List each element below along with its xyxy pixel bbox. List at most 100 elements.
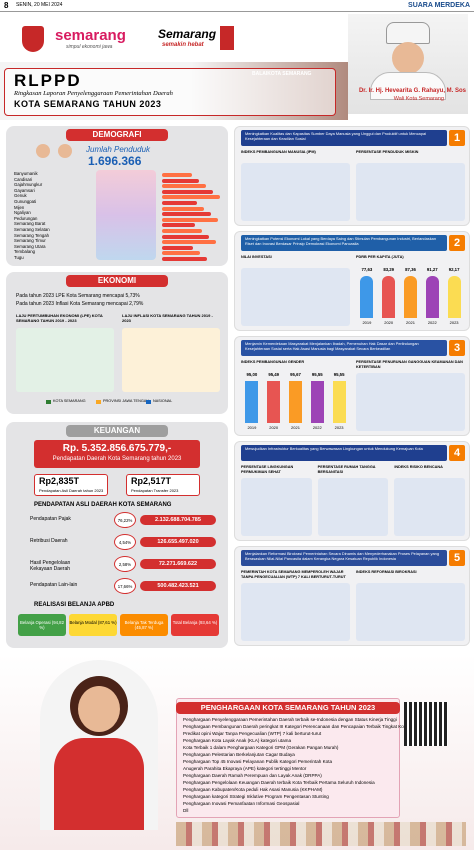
legend-swatch <box>146 400 151 404</box>
year-label: 2023 <box>449 320 459 325</box>
bar-shape <box>245 381 259 423</box>
official-name: Dr. Ir. Hj. Hevearita G. Rahayu, M. Sos <box>358 88 466 94</box>
year-label: 2023 <box>334 425 344 430</box>
chart-area <box>241 478 312 536</box>
chart-title: INDEKS PEMBANGUNAN MANUSIA (IPM) <box>241 150 316 154</box>
apbd-title: REALISASI BELANJA APBD <box>34 602 115 608</box>
year-label: 2021 <box>406 320 415 325</box>
year-label: 2022 <box>427 320 437 325</box>
value-label: 95,55 <box>333 372 345 377</box>
legend-label: PROVINSI JAWA TENGAH <box>103 399 150 403</box>
chart-area <box>241 583 350 641</box>
bar-shape <box>310 381 324 423</box>
population-label: Jumlah Penduduk <box>86 145 151 154</box>
value-label: 95,67 <box>290 372 301 377</box>
chart-title: NILAI INVESTASI <box>241 255 272 259</box>
district-name: Tugu <box>14 255 24 260</box>
page-number: 8 <box>4 1 9 10</box>
misi-panel: Menjalankan Reformasi Birokrasi Pemerint… <box>234 546 470 646</box>
district-name: Semarang Utara <box>14 243 46 249</box>
award-item: Penghargaan Daerah Ramah Perempuan dan L… <box>183 773 322 778</box>
award-item: Penghargaan Penyelenggaraan Pemerintahan… <box>183 717 397 722</box>
misi-number: 1 <box>449 130 465 146</box>
slogan-sub: semakin hebat <box>162 42 204 48</box>
award-item: Penghargaan Pengelolaan Keuangan Daerah … <box>183 780 375 785</box>
pad-amount: 126.655.497.020 <box>140 537 216 547</box>
district-bar <box>162 212 211 217</box>
pad-amount: 500.482.423.521 <box>140 581 216 591</box>
face <box>78 686 120 732</box>
note: Pada tahun 2023 LPE Kota Semarang mencap… <box>16 293 140 299</box>
slogan: Semarang <box>158 27 217 41</box>
qr-code <box>404 702 448 746</box>
ekonomi-panel: EKONOMI Pada tahun 2023 LPE Kota Semaran… <box>6 272 228 414</box>
district-bar <box>162 206 204 211</box>
pad-share: 4,54% <box>114 534 136 550</box>
pad-name: Hasil Pengelolaan Kekayaan Daerah <box>30 560 71 572</box>
bar-shape <box>447 276 461 318</box>
title-block: RLPPD Ringkasan Laporan Penyelenggaraan … <box>0 62 348 120</box>
chart-title: PEMERINTAH KOTA SEMARANG MEMPEROLEH WAJA… <box>241 570 346 579</box>
stat-value: Rp2,517T <box>131 476 172 486</box>
revenue-caption: Pendapatan Daerah Kota Semarang tahun 20… <box>52 456 182 462</box>
apbd-box: Total Belanja (93,64 %) <box>171 614 219 636</box>
district-name: Candisari <box>14 176 33 182</box>
demografi-panel: DEMOGRAFI Jumlah Penduduk 1.696.366 Bany… <box>6 126 228 266</box>
bar-shape <box>267 381 281 423</box>
keuangan-panel: KEUANGAN Rp. 5.352.856.675.779,- Pendapa… <box>6 422 228 648</box>
pad-amount: 2.132.688.704.785 <box>140 515 216 525</box>
district-bar <box>162 217 218 222</box>
value-label: 87,36 <box>405 267 416 272</box>
misi-panel: Menjamin Kemerdekaan Masyarakat Menjalan… <box>234 336 470 436</box>
misi-panel: Mewujudkan Infrastruktur Berkualitas yan… <box>234 441 470 541</box>
awards-section: Penghargaan Penyelenggaraan Pemerintahan… <box>0 654 474 850</box>
chart-title: PERSENTASE PENURUNAN GANGGUAN KEAMANAN D… <box>356 360 463 369</box>
award-item: Penghargaan Pembangunan Daerah peringkat… <box>183 724 408 729</box>
year-label: 2020 <box>384 320 394 325</box>
apbd-box: Belanja Tak Terduga (45,87 %) <box>120 614 168 636</box>
award-item: Penghargaan Top 45 Inovasi Pelayanan Pub… <box>183 759 333 764</box>
district-name: Gajahmungkur <box>14 182 43 188</box>
award-item: Kota Terbaik 1 dalam Penghargaan Kategor… <box>183 745 339 750</box>
misi-number: 4 <box>449 445 465 461</box>
chart-area <box>356 583 465 641</box>
pad-share: 2,58% <box>114 556 136 572</box>
legend-label: NASIONAL <box>153 399 173 403</box>
emblem <box>22 26 44 52</box>
chart-title: PERSENTASE LINGKUNGAN PERMUKIMAN SEHAT <box>241 465 294 474</box>
misi-header: Mewujudkan Infrastruktur Berkualitas yan… <box>241 445 447 461</box>
bar-shape <box>288 381 303 423</box>
chart-area <box>317 478 389 536</box>
district-bar <box>162 173 192 177</box>
bar-shape <box>332 381 346 423</box>
pad-amount: 72.271.669.622 <box>140 559 216 569</box>
map <box>96 170 156 260</box>
chart-area <box>356 163 465 221</box>
misi-panel: Meningkatkan Potensi Ekonomi Lokal yang … <box>234 231 470 331</box>
award-item: Anugerah Parahita Ekapraya (APE) kategor… <box>183 766 307 771</box>
title: RLPPD <box>14 71 82 90</box>
misi-number: 5 <box>449 550 465 566</box>
icon-person <box>58 144 72 158</box>
title-year: KOTA SEMARANG TAHUN 2023 <box>14 99 162 109</box>
chart-area <box>122 328 220 392</box>
top-strip: 8 SENIN, 20 MEI 2024 SUARA MERDEKA <box>0 0 474 12</box>
district-bar <box>162 257 207 261</box>
chart-area <box>241 268 350 326</box>
date: SENIN, 20 MEI 2024 <box>16 2 63 8</box>
chart-title: LAJU PERTUMBUHAN EKONOMI (LPE) KOTA SEMA… <box>16 313 103 323</box>
district-name: Semarang Barat <box>14 221 46 227</box>
chart-title: INDEKS REFORMASI BIROKRASI <box>356 570 417 574</box>
revenue-box: Rp. 5.352.856.675.779,- Pendapatan Daera… <box>34 440 200 468</box>
stat-caption: Pendapatan Asli Daerah tahun 2023 <box>39 488 104 493</box>
district-bar <box>162 189 213 194</box>
chart-title: INDEKS PEMBANGUNAN GENDER <box>241 360 305 364</box>
value-label: 83,29 <box>383 267 395 272</box>
award-item: Penghargaan Kabupaten/Kota peduli Hak As… <box>183 787 323 792</box>
logo-tagline: simpul ekonomi jawa <box>66 44 113 50</box>
award-item: Dll <box>183 808 189 813</box>
legend-swatch <box>46 400 51 404</box>
district-bar <box>162 184 206 189</box>
apbd-box: Belanja Modal (87,61 %) <box>69 614 117 636</box>
bar-shape <box>425 276 439 318</box>
